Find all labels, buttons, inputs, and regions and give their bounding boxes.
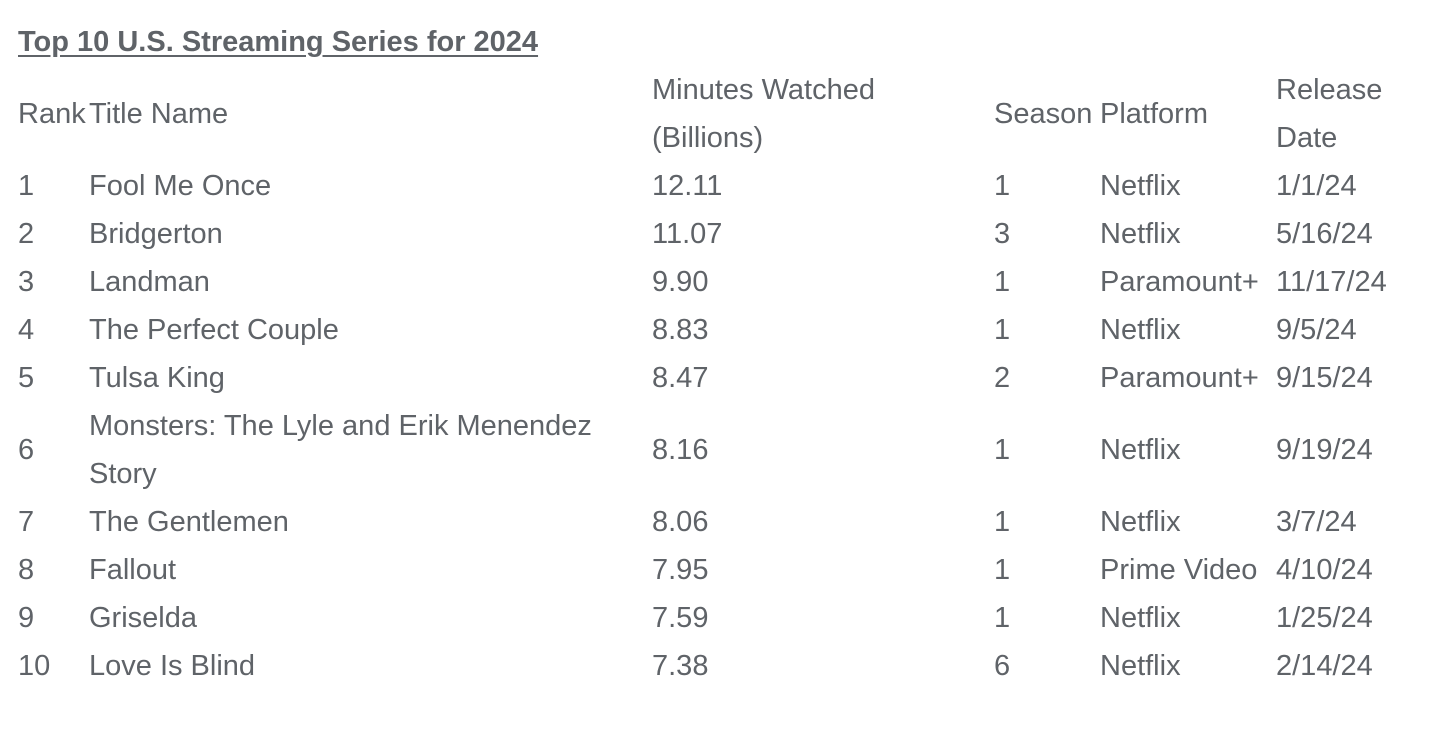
cell-rank: 8 (18, 554, 35, 586)
cell-season: 1 (994, 506, 1011, 538)
cell-title: Griselda (89, 602, 197, 634)
cell-release-date: 3/7/24 (1276, 506, 1357, 538)
cell-release-date: 1/1/24 (1276, 170, 1357, 202)
table-row: 3 Landman 9.90 1 Paramount+ 11/17/24 (18, 258, 1426, 306)
cell-minutes: 12.11 (652, 170, 723, 202)
cell-release-date: 9/5/24 (1276, 314, 1357, 346)
cell-rank: 6 (18, 434, 35, 466)
cell-title: Landman (89, 266, 210, 298)
header-minutes-line1: Minutes Watched (652, 74, 875, 106)
cell-title: Fallout (89, 554, 177, 586)
cell-release-date: 11/17/24 (1276, 266, 1387, 298)
cell-season: 1 (994, 266, 1011, 298)
cell-season: 1 (994, 434, 1011, 466)
header-season: Season (994, 98, 1093, 130)
table-row: 1 Fool Me Once 12.11 1 Netflix 1/1/24 (18, 162, 1426, 210)
cell-minutes: 8.16 (652, 434, 709, 466)
cell-platform: Netflix (1100, 434, 1181, 466)
cell-season: 1 (994, 170, 1011, 202)
cell-minutes: 8.83 (652, 314, 709, 346)
table-row: 4 The Perfect Couple 8.83 1 Netflix 9/5/… (18, 306, 1426, 354)
header-rank: Rank (18, 98, 86, 130)
table-header: Rank Title Name Minutes Watched (Billion… (18, 66, 1426, 162)
table-title: Top 10 U.S. Streaming Series for 2024 (18, 26, 539, 58)
cell-title: Fool Me Once (89, 170, 272, 202)
cell-release-date: 2/14/24 (1276, 650, 1373, 682)
cell-rank: 3 (18, 266, 35, 298)
table-body: 1 Fool Me Once 12.11 1 Netflix 1/1/24 2 … (18, 162, 1426, 690)
header-minutes-watched: Minutes Watched (Billions) (652, 66, 994, 162)
cell-minutes: 7.59 (652, 602, 709, 634)
cell-platform: Netflix (1100, 602, 1181, 634)
table-row: 10 Love Is Blind 7.38 6 Netflix 2/14/24 (18, 642, 1426, 690)
header-release-line2: Date (1276, 122, 1338, 154)
cell-platform: Netflix (1100, 170, 1181, 202)
cell-rank: 2 (18, 218, 35, 250)
cell-minutes: 9.90 (652, 266, 709, 298)
cell-season: 1 (994, 602, 1011, 634)
cell-platform: Paramount+ (1100, 362, 1259, 394)
cell-title: Monsters: The Lyle and Erik Menendez Sto… (89, 410, 592, 490)
table-row: 2 Bridgerton 11.07 3 Netflix 5/16/24 (18, 210, 1426, 258)
table-row: 8 Fallout 7.95 1 Prime Video 4/10/24 (18, 546, 1426, 594)
cell-minutes: 8.47 (652, 362, 709, 394)
cell-platform: Netflix (1100, 506, 1181, 538)
cell-rank: 1 (18, 170, 35, 202)
cell-platform: Paramount+ (1100, 266, 1259, 298)
table-row: 5 Tulsa King 8.47 2 Paramount+ 9/15/24 (18, 354, 1426, 402)
table-row: 7 The Gentlemen 8.06 1 Netflix 3/7/24 (18, 498, 1426, 546)
cell-title: Love Is Blind (89, 650, 256, 682)
cell-rank: 5 (18, 362, 35, 394)
cell-title: The Gentlemen (89, 506, 289, 538)
header-title-name: Title Name (89, 98, 229, 130)
cell-title: The Perfect Couple (89, 314, 339, 346)
cell-minutes: 7.95 (652, 554, 709, 586)
cell-rank: 10 (18, 650, 51, 682)
cell-release-date: 4/10/24 (1276, 554, 1373, 586)
table-row: 9 Griselda 7.59 1 Netflix 1/25/24 (18, 594, 1426, 642)
cell-release-date: 1/25/24 (1276, 602, 1373, 634)
cell-rank: 9 (18, 602, 35, 634)
cell-release-date: 5/16/24 (1276, 218, 1373, 250)
cell-platform: Prime Video (1100, 554, 1258, 586)
cell-platform: Netflix (1100, 218, 1181, 250)
cell-platform: Netflix (1100, 314, 1181, 346)
cell-platform: Netflix (1100, 650, 1181, 682)
cell-release-date: 9/15/24 (1276, 362, 1373, 394)
header-release-date: Release Date (1276, 66, 1426, 162)
cell-minutes: 11.07 (652, 218, 723, 250)
cell-season: 6 (994, 650, 1011, 682)
cell-rank: 4 (18, 314, 35, 346)
header-release-line1: Release (1276, 74, 1383, 106)
cell-season: 2 (994, 362, 1011, 394)
cell-season: 1 (994, 554, 1011, 586)
cell-title: Bridgerton (89, 218, 223, 250)
streaming-table: Rank Title Name Minutes Watched (Billion… (18, 66, 1426, 690)
cell-minutes: 8.06 (652, 506, 709, 538)
cell-minutes: 7.38 (652, 650, 709, 682)
cell-release-date: 9/19/24 (1276, 434, 1373, 466)
header-platform: Platform (1100, 98, 1208, 130)
cell-rank: 7 (18, 506, 35, 538)
cell-season: 3 (994, 218, 1011, 250)
cell-season: 1 (994, 314, 1011, 346)
header-row: Rank Title Name Minutes Watched (Billion… (18, 66, 1426, 162)
table-row: 6 Monsters: The Lyle and Erik Menendez S… (18, 402, 1426, 498)
header-minutes-line2: (Billions) (652, 122, 764, 154)
cell-title: Tulsa King (89, 362, 225, 394)
